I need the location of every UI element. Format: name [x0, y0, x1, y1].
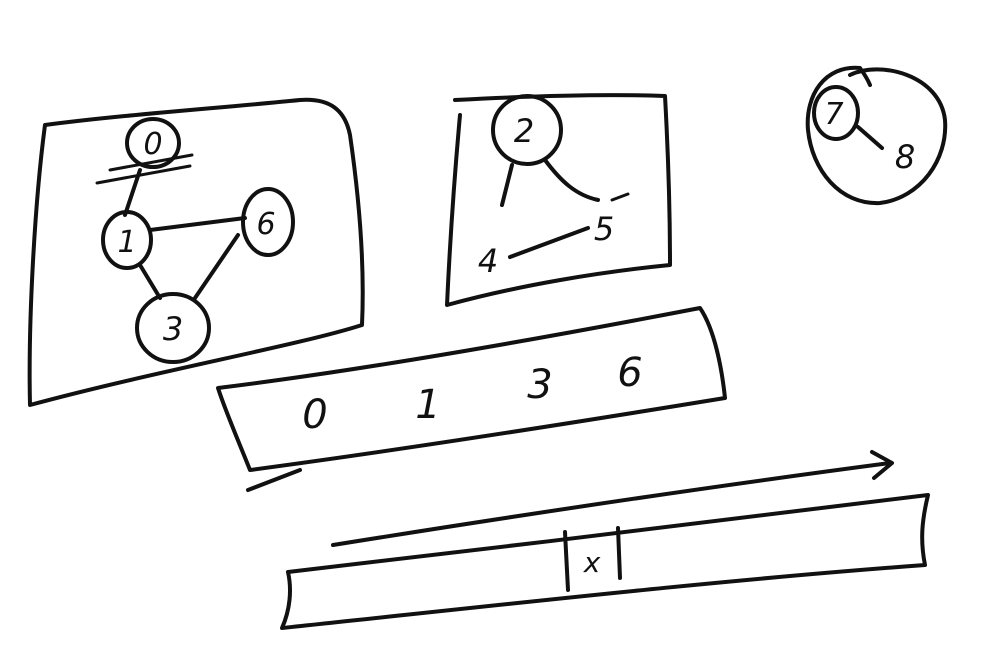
node-label-7: 7: [824, 97, 843, 132]
node-label-4: 4: [478, 242, 498, 280]
edge-4-5: [508, 226, 590, 259]
result-box-outline: [216, 306, 727, 472]
component-b-outline: [445, 93, 672, 307]
edge-3-6: [193, 233, 240, 300]
direction-arrow-head: [870, 450, 894, 480]
graph-node-2: 2: [491, 94, 563, 166]
result-box: 0 1 3 6: [216, 306, 727, 492]
direction-arrow: [331, 450, 894, 547]
result-value-3: 3: [527, 362, 552, 408]
edge-2-5: [543, 158, 600, 202]
graph-node-3: 3: [135, 292, 211, 364]
component-a-outline: [27, 97, 365, 407]
result-value-0: 0: [302, 392, 327, 438]
node-label-3: 3: [163, 310, 183, 348]
array-strip: x: [280, 493, 930, 630]
node-label-5: 5: [594, 210, 614, 248]
node-0-underline-2: [95, 164, 192, 185]
result-value-6: 6: [617, 350, 642, 396]
array-marked-cell-label: x: [583, 546, 601, 579]
node-label-0: 0: [143, 127, 162, 162]
node-label-8: 8: [895, 138, 915, 176]
graph-node-7: 7: [812, 85, 860, 141]
edge-0-1: [123, 168, 142, 217]
node-label-6: 6: [256, 207, 275, 242]
array-strip-outline: [280, 493, 930, 630]
graph-node-0: 0: [125, 117, 181, 169]
edge-2-4: [500, 163, 514, 207]
result-box-bottom-stroke: [246, 468, 302, 492]
component-box-c: 7 8: [805, 65, 948, 206]
direction-arrow-shaft: [331, 461, 892, 547]
node-0-underline: [108, 153, 194, 172]
node-label-2: 2: [514, 112, 534, 150]
array-cell-divider-left: [563, 530, 570, 592]
edge-1-6: [148, 216, 247, 232]
component-box-b: 2 4 5: [445, 93, 672, 307]
component-c-outline: [805, 65, 948, 206]
edge-1-3: [138, 263, 162, 300]
array-cell-divider-right: [616, 526, 622, 580]
graph-node-1: 1: [101, 210, 153, 270]
edge-5-tick: [610, 192, 630, 202]
result-value-1: 1: [415, 382, 440, 428]
component-box-a: 0 1 6 3: [27, 97, 365, 407]
node-label-1: 1: [117, 225, 136, 260]
graph-node-6: 6: [241, 187, 295, 257]
edge-7-8: [856, 125, 884, 150]
